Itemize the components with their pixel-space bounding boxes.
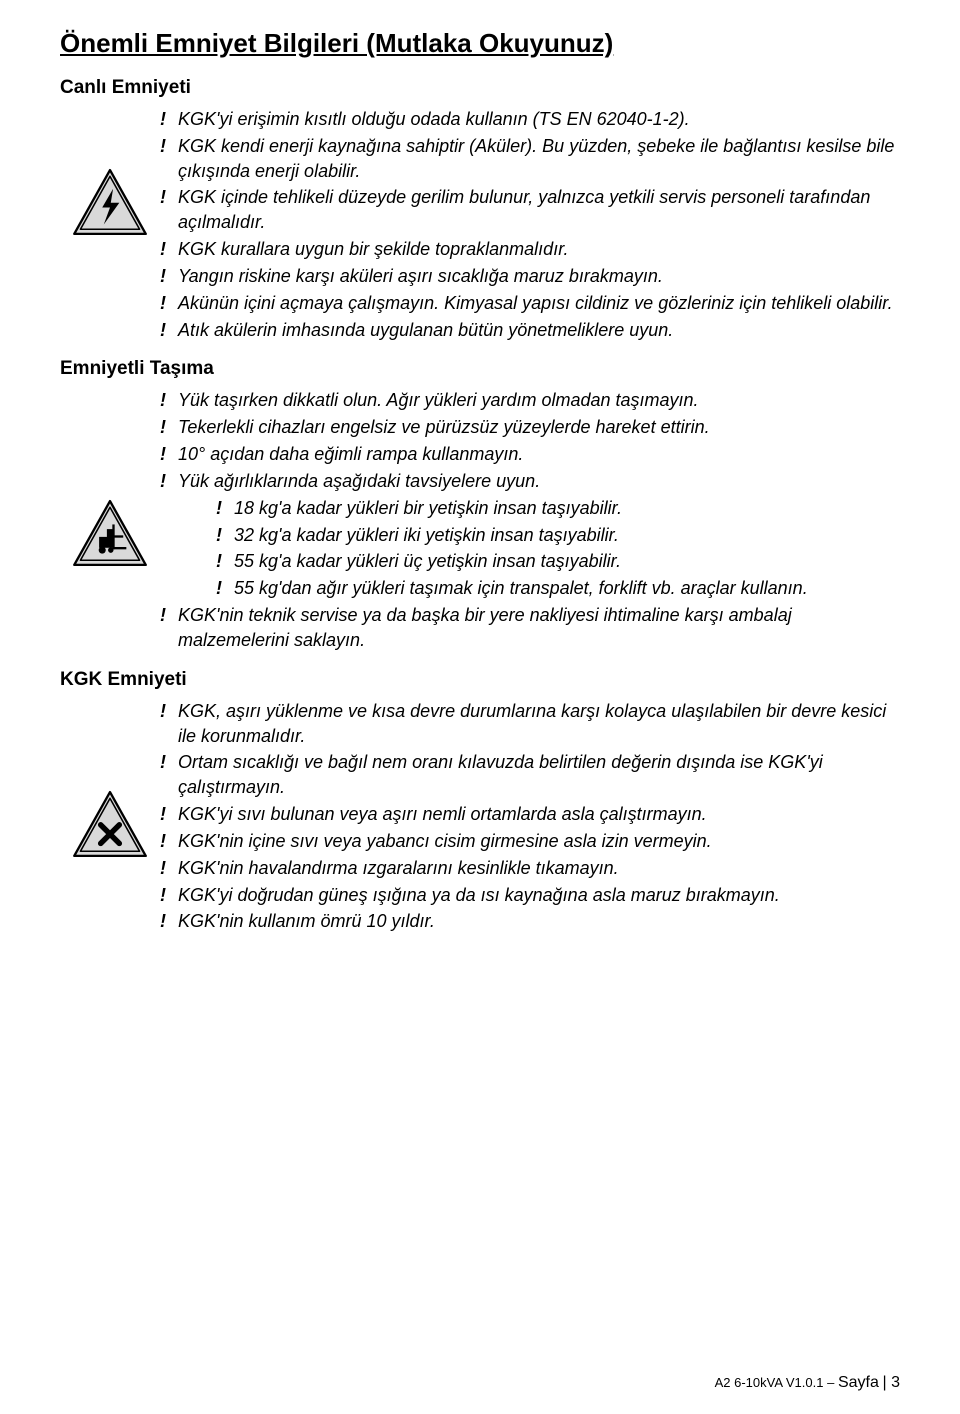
list-item: KGK'nin içine sıvı veya yabancı cisim gi… [160,829,900,854]
list-item: 55 kg'a kadar yükleri üç yetişkin insan … [216,549,900,574]
list-item: KGK'yi erişimin kısıtlı olduğu odada kul… [160,107,900,132]
bullet-list: Yük taşırken dikkatli olun. Ağır yükleri… [160,388,900,493]
page-label: Sayfa [838,1374,879,1391]
icon-column [60,388,160,568]
bullet-list: KGK'yi erişimin kısıtlı olduğu odada kul… [160,107,900,342]
bullet-list: KGK, aşırı yüklenme ve kısa devre duruml… [160,699,900,934]
list-item: Yangın riskine karşı aküleri aşırı sıcak… [160,264,900,289]
list-item: Akünün içini açmaya çalışmayın. Kimyasal… [160,291,900,316]
list-item: KGK'yi sıvı bulunan veya aşırı nemli ort… [160,802,900,827]
forklift-warning-icon [71,498,149,568]
list-item: 10° açıdan daha eğimli rampa kullanmayın… [160,442,900,467]
list-item: 55 kg'dan ağır yükleri taşımak için tran… [216,576,900,601]
electric-warning-icon [71,167,149,237]
doc-id: A2 6-10kVA V1.0.1 [715,1375,824,1390]
list-item: Atık akülerin imhasında uygulanan bütün … [160,318,900,343]
icon-column [60,699,160,859]
general-warning-icon [71,789,149,859]
section-heading-live: Canlı Emniyeti [60,77,900,99]
list-item: KGK'nin havalandırma ızgaralarını kesinl… [160,856,900,881]
list-item: KGK içinde tehlikeli düzeyde gerilim bul… [160,185,900,235]
list-item: 32 kg'a kadar yükleri iki yetişkin insan… [216,523,900,548]
section-transport: Yük taşırken dikkatli olun. Ağır yükleri… [60,388,900,654]
content-column: KGK'yi erişimin kısıtlı olduğu odada kul… [160,107,900,344]
list-item: Ortam sıcaklığı ve bağıl nem oranı kılav… [160,750,900,800]
section-heading-kgk: KGK Emniyeti [60,669,900,691]
list-item: KGK kurallara uygun bir şekilde toprakla… [160,237,900,262]
section-heading-transport: Emniyetli Taşıma [60,358,900,380]
list-item: Tekerlekli cihazları engelsiz ve pürüzsü… [160,415,900,440]
list-item: KGK, aşırı yüklenme ve kısa devre duruml… [160,699,900,749]
page-title: Önemli Emniyet Bilgileri (Mutlaka Okuyun… [60,28,900,59]
bullet-list: KGK'nin teknik servise ya da başka bir y… [160,603,900,653]
page-footer: A2 6-10kVA V1.0.1 – Sayfa | 3 [715,1374,900,1392]
list-item: Yük ağırlıklarında aşağıdaki tavsiyelere… [160,469,900,494]
list-item: KGK'nin kullanım ömrü 10 yıldır. [160,909,900,934]
content-column: KGK, aşırı yüklenme ve kısa devre duruml… [160,699,900,936]
section-kgk: KGK, aşırı yüklenme ve kısa devre duruml… [60,699,900,936]
sub-bullet-list: 18 kg'a kadar yükleri bir yetişkin insan… [160,496,900,601]
section-live: KGK'yi erişimin kısıtlı olduğu odada kul… [60,107,900,344]
list-item: KGK'nin teknik servise ya da başka bir y… [160,603,900,653]
list-item: KGK kendi enerji kaynağına sahiptir (Akü… [160,134,900,184]
content-column: Yük taşırken dikkatli olun. Ağır yükleri… [160,388,900,654]
list-item: KGK'yi doğrudan güneş ışığına ya da ısı … [160,883,900,908]
list-item: Yük taşırken dikkatli olun. Ağır yükleri… [160,388,900,413]
page-number: 3 [891,1374,900,1391]
icon-column [60,107,160,237]
list-item: 18 kg'a kadar yükleri bir yetişkin insan… [216,496,900,521]
